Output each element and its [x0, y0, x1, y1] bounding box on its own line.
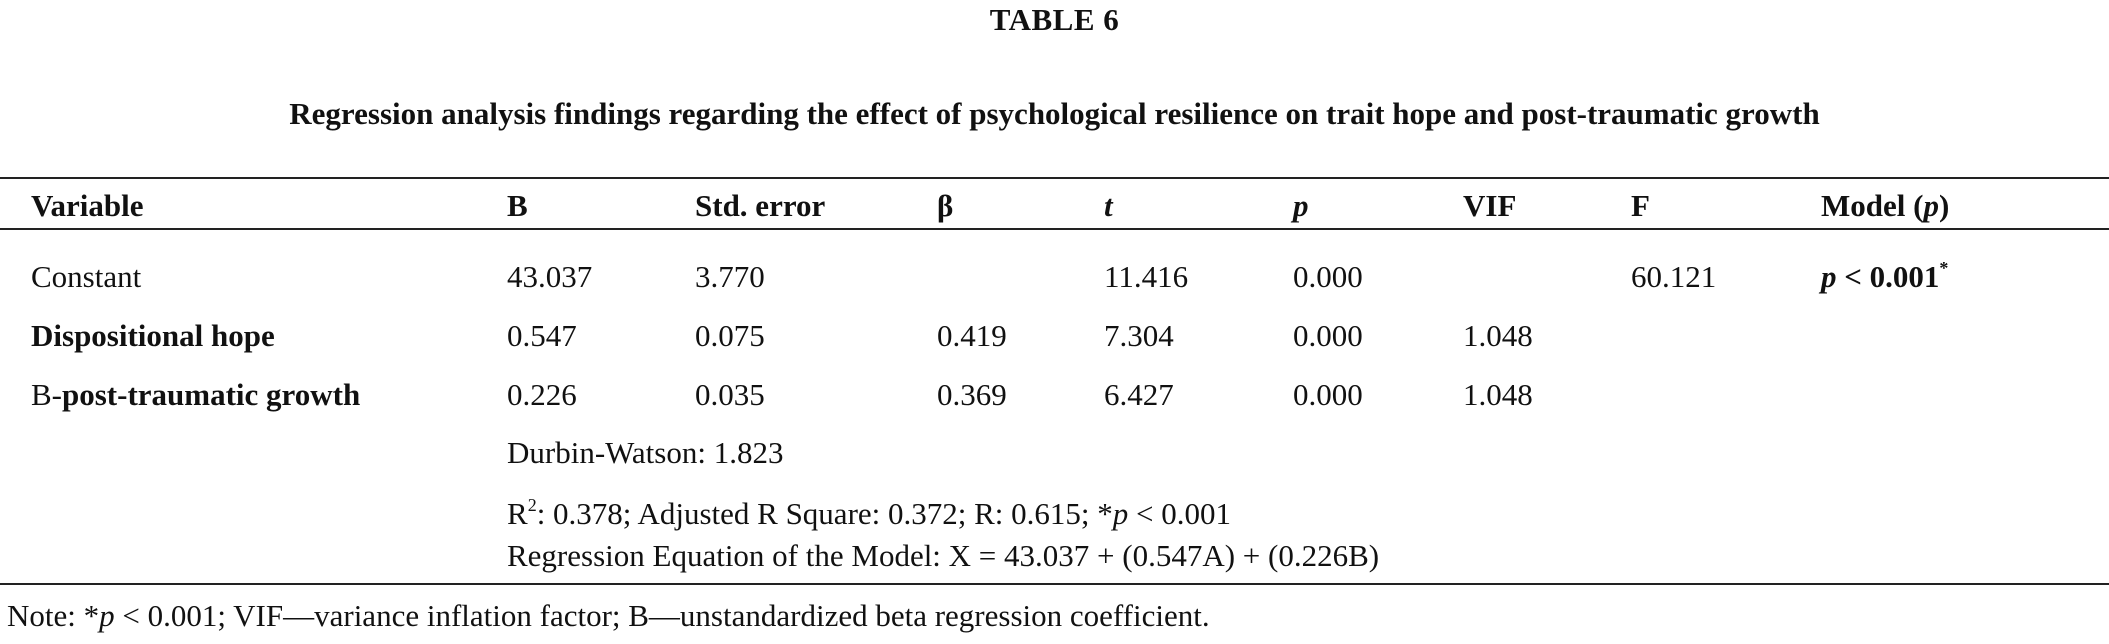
row-t: 11.416 — [1104, 259, 1189, 294]
header-variable: Variable — [31, 188, 144, 223]
row-std-error: 0.075 — [695, 318, 765, 353]
header-p: p — [1293, 188, 1309, 223]
row-variable: B-post-traumatic growth — [31, 377, 361, 412]
header-model-p: Model (p) — [1821, 188, 1950, 223]
row-b: 43.037 — [507, 259, 593, 294]
table-note: Note: *p < 0.001; VIF—variance inflation… — [7, 598, 1210, 633]
r-square-line: R2: 0.378; Adjusted R Square: 0.372; R: … — [507, 494, 1232, 531]
row-p: 0.000 — [1293, 259, 1363, 294]
row-std-error: 0.035 — [695, 377, 765, 412]
header-beta: β — [937, 188, 954, 223]
durbin-watson: Durbin-Watson: 1.823 — [507, 435, 784, 470]
row-b: 0.226 — [507, 377, 577, 412]
row-std-error: 3.770 — [695, 259, 765, 294]
row-t: 6.427 — [1104, 377, 1174, 412]
header-f: F — [1631, 188, 1650, 223]
top-rule — [0, 177, 2109, 179]
table-caption: Regression analysis findings regarding t… — [289, 96, 1820, 131]
row-t: 7.304 — [1104, 318, 1174, 353]
header-rule — [0, 228, 2109, 230]
header-std-error: Std. error — [695, 188, 826, 223]
regression-equation: Regression Equation of the Model: X = 43… — [507, 538, 1380, 573]
row-beta: 0.419 — [937, 318, 1007, 353]
table-label: TABLE 6 — [989, 2, 1120, 37]
row-variable: Constant — [31, 259, 142, 294]
row-variable: Dispositional hope — [31, 318, 275, 353]
row-p: 0.000 — [1293, 377, 1363, 412]
row-vif: 1.048 — [1463, 377, 1533, 412]
row-beta: 0.369 — [937, 377, 1007, 412]
header-b: B — [507, 188, 528, 223]
row-f: 60.121 — [1631, 259, 1717, 294]
row-b: 0.547 — [507, 318, 577, 353]
header-vif: VIF — [1463, 188, 1517, 223]
row-vif: 1.048 — [1463, 318, 1533, 353]
header-t: t — [1104, 188, 1113, 223]
row-model-p: p < 0.001* — [1821, 257, 1949, 294]
row-p: 0.000 — [1293, 318, 1363, 353]
bottom-rule — [0, 583, 2109, 585]
